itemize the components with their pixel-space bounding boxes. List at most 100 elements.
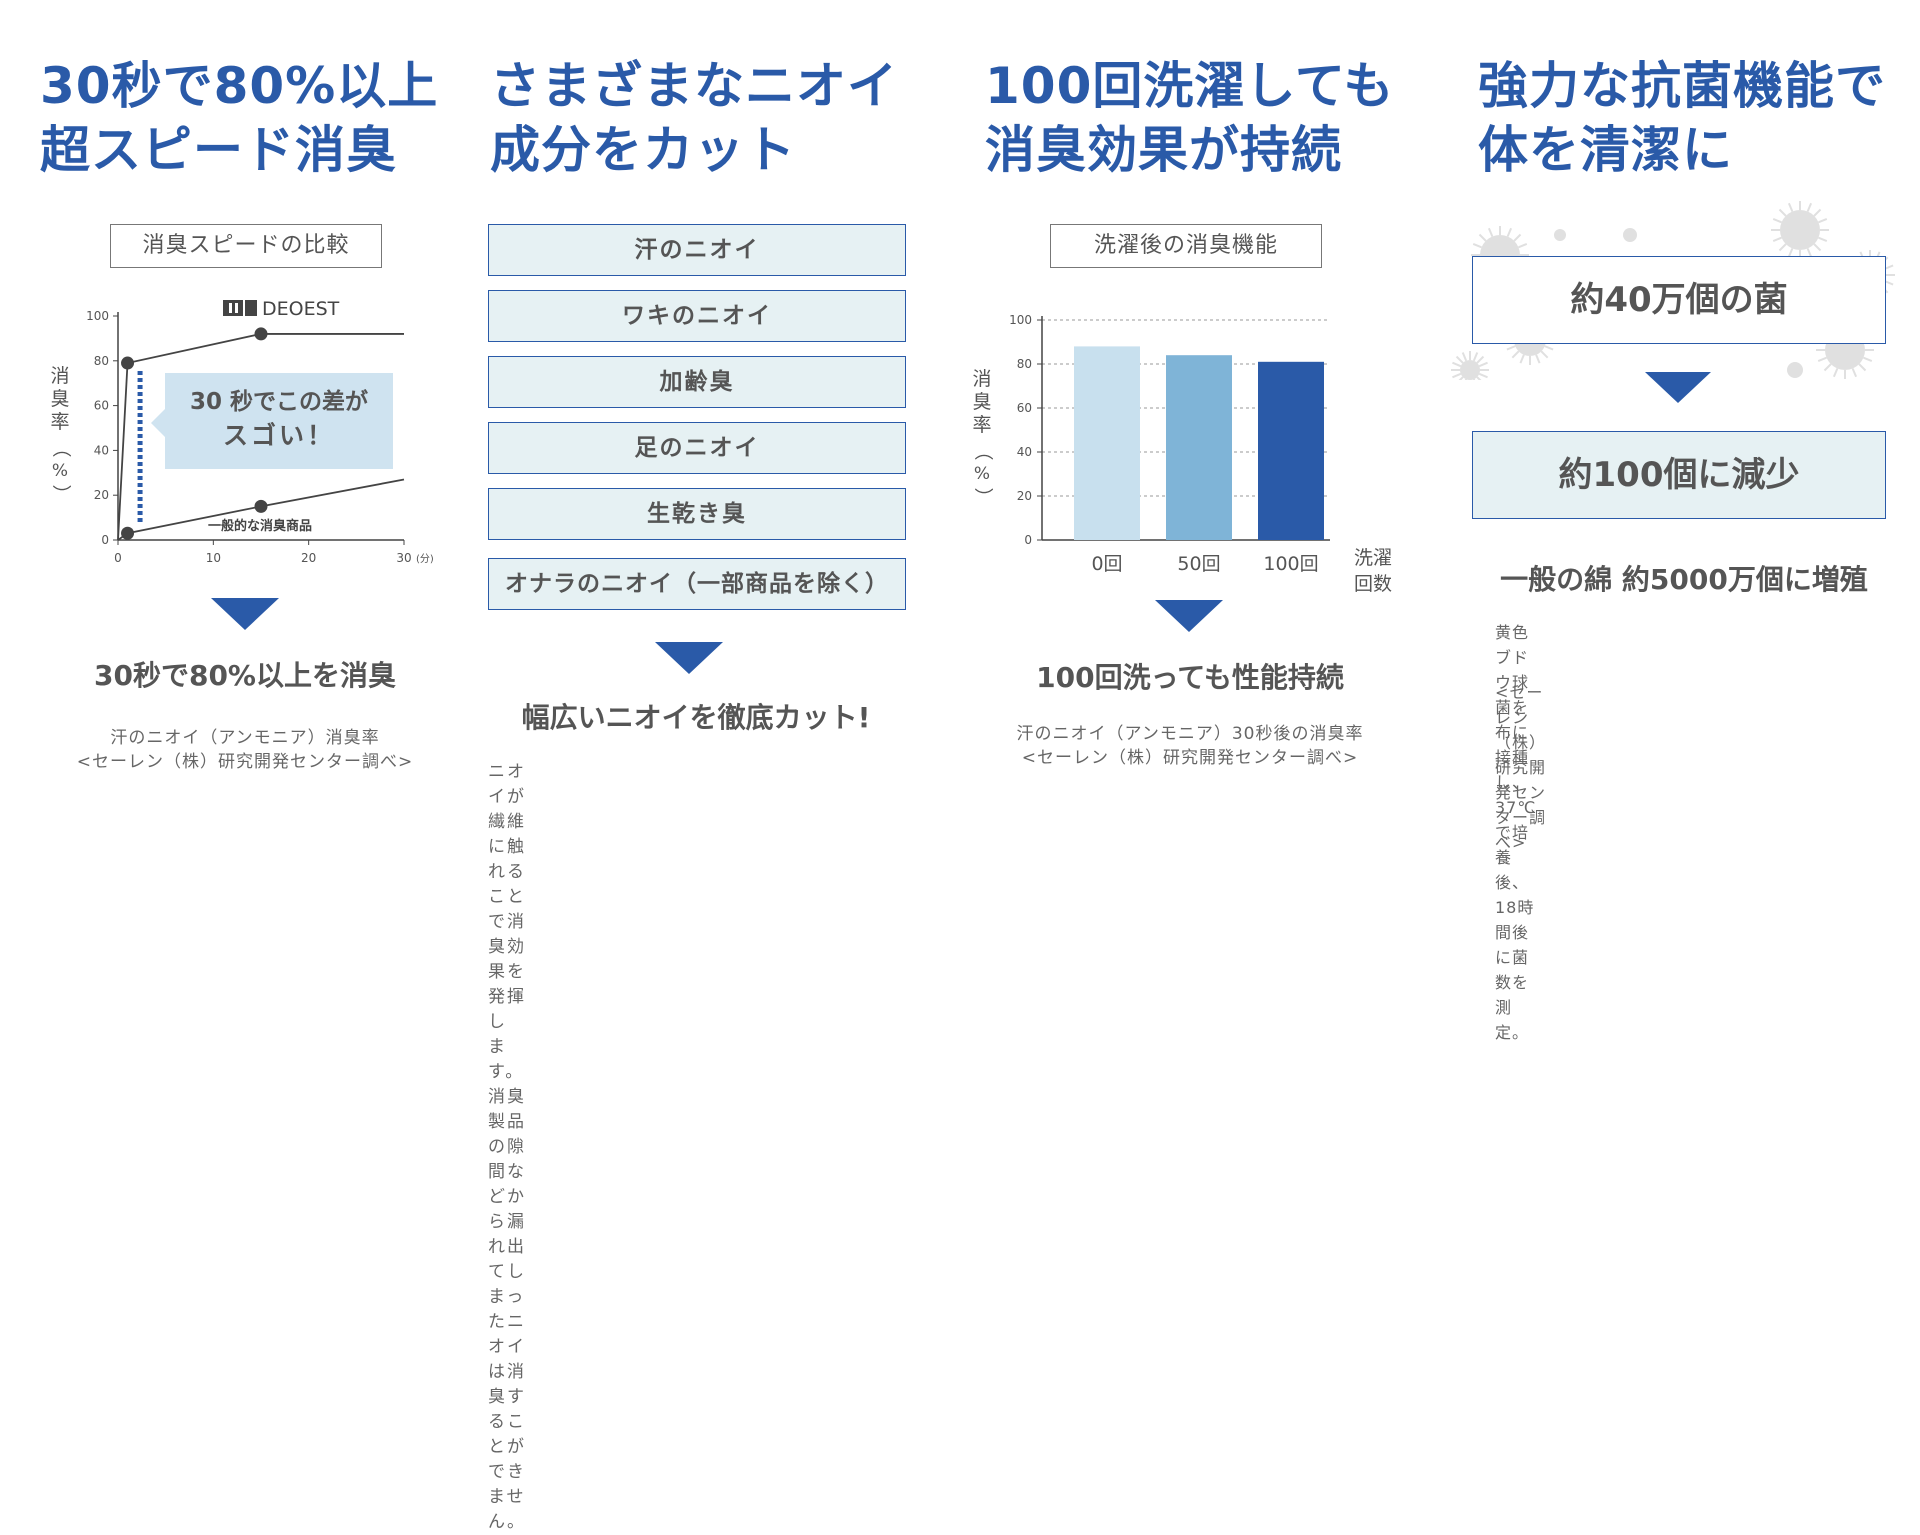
- headline-line-2: 超スピード消臭: [40, 121, 397, 179]
- germ-spike: [1540, 350, 1549, 359]
- germ-spike: [1817, 356, 1827, 363]
- desc-line-2: 18時間後に菌数を測定。: [1495, 898, 1535, 1042]
- germ-spike: [1452, 361, 1462, 368]
- germ-spike: [1806, 248, 1813, 258]
- x-unit-label: (分): [416, 553, 434, 565]
- desc-line-1: ニオイが繊維に触れることで消臭効果を発揮し: [488, 762, 526, 1032]
- note-line-2: <セーレン（株）研究開発センター調べ>: [1021, 748, 1359, 768]
- germ-spike: [1478, 361, 1488, 368]
- germ-spike: [1818, 217, 1828, 224]
- odor-item-damp: 生乾き臭: [488, 488, 906, 540]
- germ-spike: [1544, 345, 1554, 351]
- x-tick-label: 100回: [1263, 553, 1318, 575]
- y-axis-label-1: 消: [972, 368, 991, 390]
- y-axis-label-2: 臭: [972, 391, 991, 413]
- callout-box: [165, 373, 393, 469]
- y-axis-label-4: （: [972, 441, 994, 460]
- x-tick-label: 0回: [1091, 553, 1122, 575]
- headline-line-1: 30秒で80%以上: [40, 57, 439, 115]
- germ-spike: [1778, 243, 1787, 252]
- odor-item-fart: オナラのニオイ（一部商品を除く）: [488, 558, 906, 610]
- headline-line-2: 成分をカット: [490, 121, 796, 179]
- chart-label-washing: 洗濯後の消臭機能: [1050, 224, 1322, 268]
- note-line-1: 汗のニオイ（アンモニア）30秒後の消臭率: [1016, 724, 1364, 744]
- germ-spike: [1455, 355, 1464, 364]
- y-tick-label: 40: [1017, 445, 1032, 459]
- note-line-2: <セーレン（株）研究開発センター調べ>: [76, 752, 414, 772]
- note-line-1: 汗のニオイ（アンモニア）消臭率: [110, 728, 380, 748]
- headline-line-2: 体を清潔に: [1478, 121, 1733, 179]
- callout-line-1: 30 秒でこの差が: [189, 389, 368, 415]
- y-axis-label-4: （: [50, 438, 72, 457]
- headline-speed: 30秒で80%以上 超スピード消臭: [40, 54, 438, 182]
- arrow-down-icon: [1155, 600, 1223, 632]
- germ-spike: [1806, 202, 1813, 212]
- odor-item-foot: 足のニオイ: [488, 422, 906, 474]
- arrow-down-icon: [1645, 372, 1711, 403]
- x-tick-label: 50回: [1177, 553, 1220, 575]
- legend-deoest: DEOEST: [262, 298, 340, 320]
- germ-spike: [1464, 378, 1468, 380]
- germ-spike: [1461, 352, 1468, 362]
- subhead-odors: 幅広いニオイを徹底カット!: [521, 701, 871, 734]
- desc-line-3: たニオイは消臭することができません。: [488, 1312, 526, 1532]
- headline-line-1: 強力な抗菌機能で: [1478, 57, 1886, 115]
- washing-bar-chart: 0 20 40 60 80 100 0回 50回 100回 消 臭 率 （ % ） 洗濯 回数: [972, 313, 1392, 595]
- germ-spike: [1476, 355, 1485, 364]
- callout-line-2: スゴい！: [222, 421, 335, 450]
- y-axis-label-3: 率: [972, 414, 991, 436]
- arrow-down-icon: [655, 642, 723, 674]
- germ-spike: [1472, 378, 1476, 380]
- bar-0回: [1074, 346, 1140, 540]
- subhead-washing: 100回洗っても性能持続: [1036, 661, 1344, 694]
- germ-spike: [1787, 248, 1794, 258]
- germ-spike: [1851, 368, 1858, 378]
- bar-100回: [1258, 361, 1324, 540]
- germ-spike: [1772, 217, 1782, 224]
- germ-spike: [1818, 236, 1828, 243]
- subhead-antibacterial: 一般の綿 約5000万個に増殖: [1500, 563, 1868, 596]
- speed-line-chart: 0 20 40 60 80 100 0 10 20 30 (分) 消 臭 率 （ % ） DEOES…: [50, 298, 434, 565]
- germ-spike: [1506, 227, 1513, 237]
- y-tick-label: 100: [1009, 313, 1032, 327]
- germ-spike: [1519, 354, 1525, 364]
- subhead-speed: 30秒で80%以上を消臭: [94, 659, 396, 692]
- y-tick-label: 80: [94, 354, 109, 368]
- y-axis-label-3: 率: [50, 411, 69, 433]
- germ-box-reduced: 約100個に減少: [1472, 431, 1886, 519]
- desc-odors: ニオイが繊維に触れることで消臭効果を発揮し ます。消臭製品の隙間などから漏れ出て…: [488, 760, 526, 1535]
- headline-line-2: 消臭効果が持続: [985, 121, 1342, 179]
- series-line-1: [117, 333, 404, 541]
- note-speed: 汗のニオイ（アンモニア）消臭率 <セーレン（株）研究開発センター調べ>: [40, 726, 450, 774]
- odor-item-sweat: 汗のニオイ: [488, 224, 906, 276]
- data-point: [254, 499, 268, 513]
- germ-spike: [1863, 356, 1873, 363]
- callout-text: 30 秒でこの差が スゴい！: [165, 385, 393, 453]
- headline-line-1: さまざまなニオイ: [490, 57, 898, 115]
- data-point: [121, 356, 135, 370]
- germ-spike: [1823, 363, 1832, 372]
- germ-spike: [1535, 354, 1541, 364]
- odor-item-armpit: ワキのニオイ: [488, 290, 906, 342]
- data-point: [254, 327, 268, 341]
- bar-50回: [1166, 355, 1232, 540]
- x-tick-label: 10: [206, 551, 221, 565]
- note-antibacterial: <セーレン（株）研究開発センター調べ>: [1495, 683, 1547, 852]
- note-washing: 汗のニオイ（アンモニア）30秒後の消臭率 <セーレン（株）研究開発センター調べ>: [985, 722, 1395, 770]
- germ-spike: [1478, 372, 1488, 379]
- germ-spike: [1778, 208, 1787, 217]
- x-axis-label-2: 回数: [1354, 573, 1392, 595]
- germ-spike: [1472, 242, 1482, 249]
- y-tick-label: 60: [94, 399, 109, 413]
- y-tick-label: 80: [1017, 357, 1032, 371]
- germ-spike: [1787, 202, 1794, 212]
- data-point: [121, 526, 135, 540]
- germ-spike: [1476, 376, 1482, 380]
- arrow-down-icon: [211, 598, 279, 630]
- x-tick-label: 0: [114, 551, 122, 565]
- y-tick-label: 60: [1017, 401, 1032, 415]
- germ-spike: [1858, 363, 1867, 372]
- headline-odors: さまざまなニオイ 成分をカット: [490, 54, 898, 182]
- y-axis-label-1: 消: [50, 365, 69, 387]
- desc-line-2: ます。消臭製品の隙間などから漏れ出てしまっ: [488, 1037, 526, 1307]
